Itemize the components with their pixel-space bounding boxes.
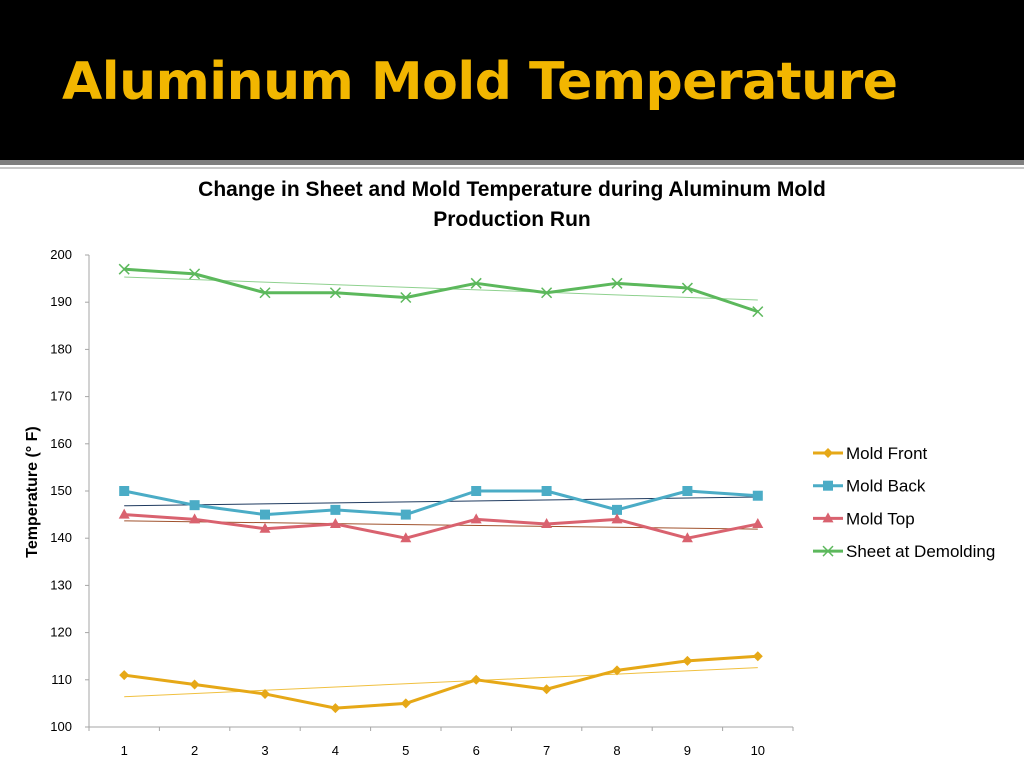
chart-series — [118, 263, 764, 714]
data-point-mold-top — [259, 522, 271, 533]
legend-label-mold-top: Mold Top — [846, 509, 915, 528]
data-point-sheet-at-demolding — [189, 268, 201, 280]
data-point-sheet-at-demolding — [400, 291, 412, 304]
x-tick-label: 6 — [473, 743, 480, 758]
data-point-mold-back — [400, 509, 411, 520]
data-point-mold-front — [189, 679, 200, 690]
data-point-mold-back — [119, 486, 130, 496]
data-point-mold-front — [119, 670, 130, 681]
x-tick-label: 7 — [543, 743, 550, 758]
series-sheet-at-demolding — [118, 263, 764, 318]
data-point-sheet-at-demolding — [259, 287, 271, 299]
x-tick-label: 1 — [121, 743, 128, 758]
chart-title: Change in Sheet and Mold Temperature dur… — [198, 178, 826, 231]
y-tick-label: 120 — [50, 625, 72, 640]
y-axis-title: Temperature (° F) — [24, 426, 41, 557]
data-point-mold-back — [752, 490, 763, 501]
y-tick-label: 200 — [50, 247, 72, 262]
slide-title: Aluminum Mold Temperature — [62, 52, 898, 112]
data-point-mold-top — [329, 518, 341, 529]
legend-item-mold-top: Mold Top — [813, 509, 915, 528]
data-point-mold-front — [330, 703, 341, 714]
legend-item-sheet-at-demolding: Sheet at Demolding — [813, 542, 995, 561]
legend-label-mold-back: Mold Back — [846, 477, 926, 496]
slide-header — [0, 0, 1024, 160]
y-tick-label: 130 — [50, 577, 72, 592]
legend-marker-mold-back — [823, 480, 833, 491]
y-tick-label: 100 — [50, 719, 72, 734]
y-tick-label: 160 — [50, 436, 72, 451]
data-point-mold-top — [470, 513, 482, 524]
y-tick-label: 190 — [50, 294, 72, 309]
data-point-mold-back — [330, 504, 341, 515]
data-point-mold-front — [682, 655, 693, 666]
data-point-mold-front — [612, 665, 622, 676]
data-point-mold-front — [471, 674, 482, 685]
data-point-mold-front — [400, 698, 411, 709]
x-tick-label: 5 — [402, 743, 409, 758]
data-point-mold-top — [118, 508, 130, 519]
data-point-mold-front — [541, 684, 552, 695]
header-divider — [0, 160, 1024, 165]
chart-legend: Mold Front Mold Back Mold Top Sheet at Demo… — [813, 444, 995, 561]
series-line-sheet-at-demolding — [124, 267, 759, 314]
data-point-mold-back — [189, 500, 200, 511]
legend-marker-sheet-at-demolding — [822, 545, 834, 557]
data-point-sheet-at-demolding — [329, 287, 341, 299]
series-line-mold-front — [124, 654, 758, 710]
y-tick-label: 140 — [50, 530, 72, 545]
y-tick-label: 110 — [51, 672, 72, 687]
data-point-sheet-at-demolding — [611, 277, 623, 289]
series-mold-top — [118, 508, 764, 543]
data-point-mold-top — [189, 513, 201, 524]
data-point-mold-back — [682, 486, 693, 496]
trendlines — [124, 276, 758, 698]
data-point-sheet-at-demolding — [118, 263, 130, 275]
x-tick-label: 3 — [261, 743, 268, 758]
data-point-mold-back — [260, 509, 270, 520]
data-point-mold-top — [752, 518, 764, 529]
data-point-mold-top — [400, 532, 412, 543]
series-mold-back — [119, 486, 763, 520]
x-tick-label: 2 — [191, 743, 198, 758]
x-tick-label: 10 — [751, 743, 765, 758]
data-point-mold-top — [681, 532, 693, 543]
legend-marker-mold-front — [823, 448, 833, 458]
legend-item-mold-front: Mold Front — [813, 444, 928, 463]
y-tick-label: 150 — [50, 483, 72, 498]
y-tick-label: 170 — [50, 389, 72, 404]
header-divider-thin — [0, 167, 1024, 169]
y-tick-label: 180 — [50, 341, 72, 356]
data-point-mold-back — [612, 504, 622, 515]
legend-label-sheet-at-demolding: Sheet at Demolding — [846, 542, 995, 561]
data-point-mold-top — [541, 518, 553, 529]
trendline-mold-front — [124, 667, 758, 698]
data-point-mold-front — [260, 688, 270, 699]
data-point-mold-front — [752, 651, 763, 662]
legend-item-mold-back: Mold Back — [813, 477, 926, 496]
data-point-mold-back — [541, 486, 552, 496]
trendline-sheet-at-demolding — [124, 276, 758, 301]
x-tick-label: 9 — [684, 743, 691, 758]
series-line-mold-top — [124, 513, 759, 540]
series-mold-front — [119, 651, 763, 714]
series-line-mold-back — [123, 489, 758, 517]
x-tick-label: 8 — [613, 743, 620, 758]
chart-axes: 100 110 120 130 140 150 160 170 180 190 200 1 2 3 4 5 6 7… — [50, 247, 794, 758]
data-point-sheet-at-demolding — [470, 277, 482, 289]
x-tick-label: 4 — [332, 743, 339, 758]
data-point-sheet-at-demolding — [541, 287, 553, 299]
legend-marker-mold-top — [822, 512, 834, 523]
data-point-mold-back — [471, 486, 482, 496]
data-point-sheet-at-demolding — [681, 282, 693, 294]
data-point-mold-top — [611, 513, 623, 524]
data-point-sheet-at-demolding — [752, 306, 764, 318]
legend-label-mold-front: Mold Front — [846, 444, 928, 463]
